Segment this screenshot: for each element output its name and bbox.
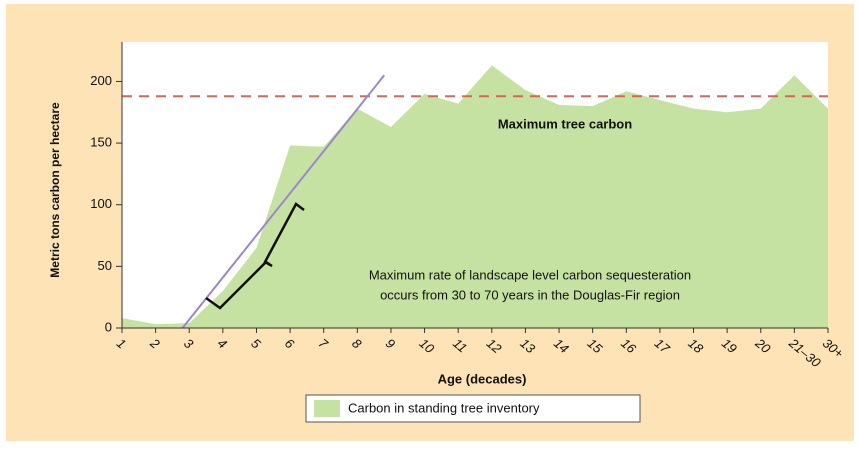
y-tick-label: 200 <box>90 73 112 88</box>
area <box>122 65 828 328</box>
annotation: Maximum rate of landscape level carbon s… <box>369 267 691 282</box>
bracket <box>205 202 305 310</box>
annotation: occurs from 30 to 70 years in the Dougla… <box>380 287 680 302</box>
legend-swatch <box>314 400 340 417</box>
legend-label: Carbon in standing tree inventory <box>348 400 540 415</box>
y-tick-label: 100 <box>90 196 112 211</box>
y-tick-label: 0 <box>105 319 112 334</box>
reference-label: Maximum tree carbon <box>498 116 632 131</box>
y-axis-label: Metric tons carbon per hectare <box>48 102 62 278</box>
x-axis-label: Age (decades) <box>438 371 527 386</box>
y-tick-label: 150 <box>90 135 112 150</box>
legend <box>305 394 641 423</box>
trend-line <box>181 74 386 329</box>
y-tick-label: 50 <box>98 258 112 273</box>
